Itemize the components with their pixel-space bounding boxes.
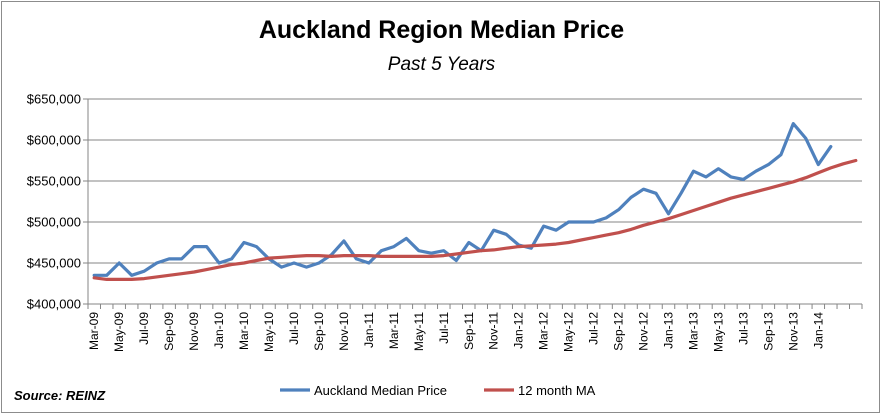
- x-tick-label: Jan-13: [662, 312, 676, 349]
- x-tick-label: Nov-12: [637, 312, 651, 351]
- legend-label: 12 month MA: [518, 383, 596, 398]
- x-tick-label: Jul-11: [437, 312, 451, 344]
- y-tick-label: $600,000: [27, 133, 81, 148]
- x-tick-label: Mar-10: [237, 312, 251, 350]
- x-tick-label: Jan-14: [811, 312, 825, 349]
- source-note: Source: REINZ: [14, 388, 106, 403]
- x-tick-label: Mar-09: [87, 312, 101, 350]
- y-tick-label: $400,000: [27, 297, 81, 312]
- x-tick-label: Mar-12: [537, 312, 551, 350]
- series-line-12-month-ma: [92, 158, 858, 281]
- x-tick-label: May-13: [711, 312, 725, 352]
- x-tick-label: May-10: [262, 312, 276, 352]
- legend-label: Auckland Median Price: [314, 383, 447, 398]
- x-tick-label: May-09: [112, 312, 126, 352]
- x-tick-label: Jul-10: [287, 312, 301, 345]
- x-tick-label: Jul-09: [137, 312, 151, 345]
- x-tick-label: Jan-11: [362, 312, 376, 348]
- x-tick-label: May-11: [412, 312, 426, 351]
- y-tick-label: $500,000: [27, 215, 81, 230]
- x-tick-label: Mar-13: [686, 312, 700, 350]
- x-tick-label: Nov-11: [487, 312, 501, 350]
- x-tick-label: Sep-13: [761, 312, 775, 351]
- x-tick-label: Sep-09: [162, 312, 176, 351]
- x-tick-label: Mar-11: [387, 312, 401, 349]
- x-tick-label: Jul-12: [587, 312, 601, 345]
- x-tick-label: Sep-11: [462, 312, 476, 350]
- x-tick-label: Nov-13: [786, 312, 800, 351]
- x-tick-label: Nov-10: [337, 312, 351, 351]
- x-tick-label: Jul-13: [736, 312, 750, 345]
- chart-title: Auckland Region Median Price: [258, 16, 625, 44]
- chart-subtitle: Past 5 Years: [387, 54, 496, 75]
- x-tick-label: Sep-12: [612, 312, 626, 351]
- y-tick-label: $550,000: [27, 174, 81, 189]
- x-tick-label: Jan-10: [212, 312, 226, 349]
- x-tick-label: Sep-10: [312, 312, 326, 351]
- x-tick-label: Nov-09: [187, 312, 201, 351]
- x-tick-label: Jan-12: [512, 312, 526, 349]
- x-tick-label: May-12: [562, 312, 576, 352]
- y-tick-label: $450,000: [27, 256, 81, 271]
- series-line-median-price: [92, 121, 833, 277]
- y-tick-label: $650,000: [27, 92, 81, 107]
